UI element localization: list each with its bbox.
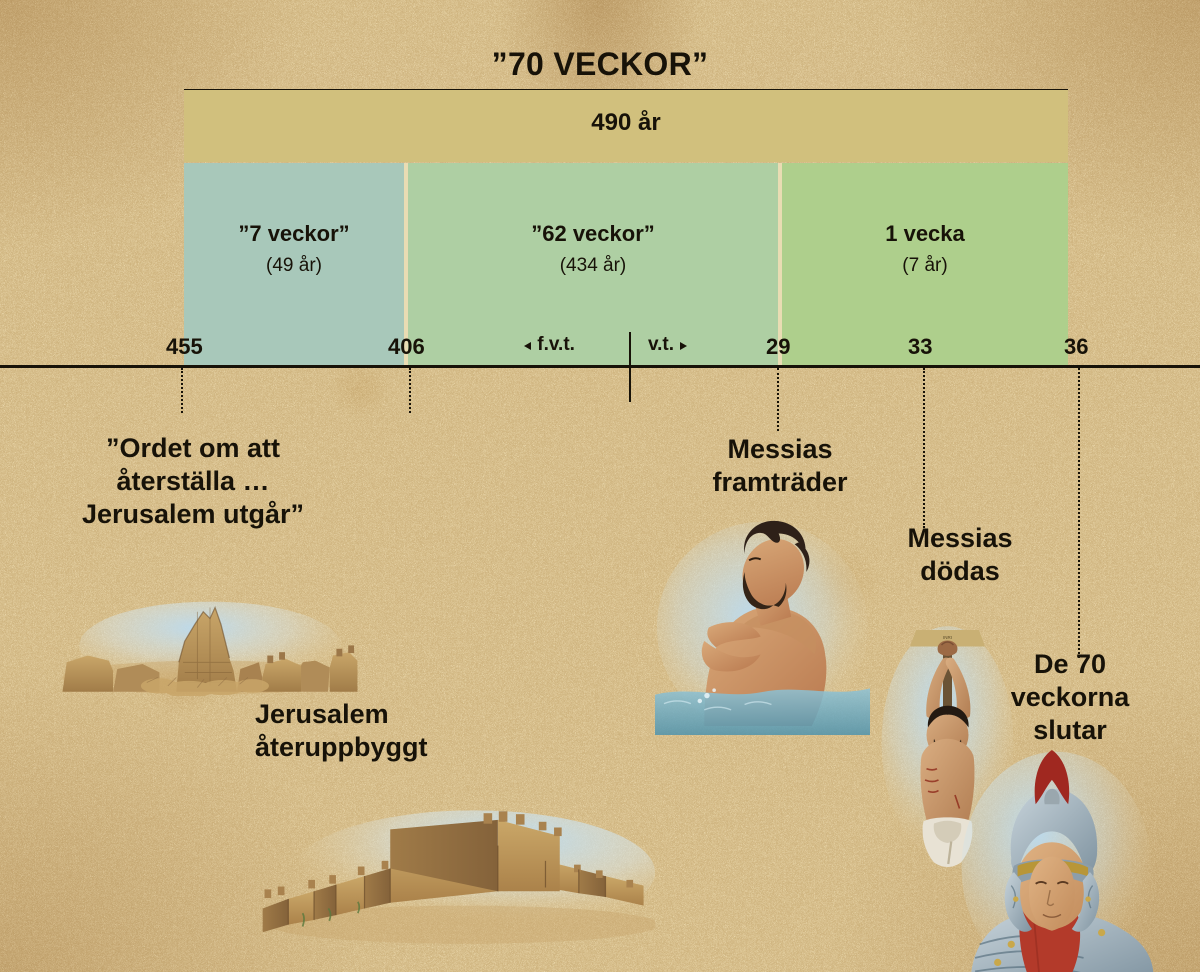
svg-text:INRI: INRI	[943, 635, 952, 640]
